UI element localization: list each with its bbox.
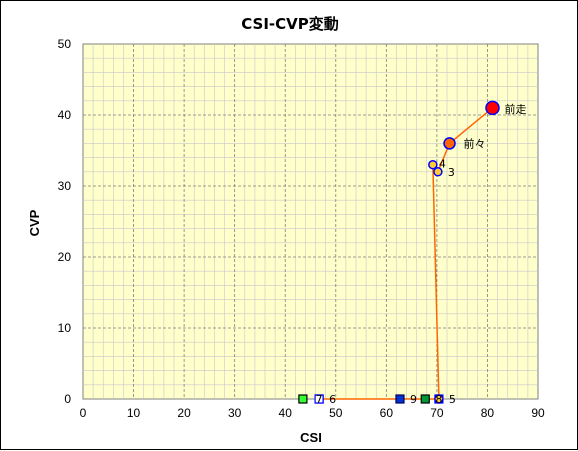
point-label: 6	[329, 393, 336, 406]
point-label: 8	[435, 393, 442, 406]
x-tick-label: 10	[127, 406, 141, 420]
tick-labels: 0 10 20 30 40 50 60 70 80 90 0 10 20 30 40 50	[58, 37, 545, 420]
y-tick-label: 30	[58, 179, 72, 193]
y-tick-label: 20	[58, 250, 72, 264]
y-tick-label: 50	[58, 37, 72, 51]
data-point	[298, 394, 308, 404]
x-tick-label: 70	[430, 406, 444, 420]
point-label: 4	[439, 158, 446, 171]
y-tick-label: 0	[64, 392, 71, 406]
point-label: 9	[410, 393, 417, 406]
x-tick-label: 90	[531, 406, 545, 420]
data-point	[434, 394, 444, 404]
y-tick-label: 10	[58, 321, 72, 335]
x-axis-title: CSI	[300, 430, 322, 445]
data-point	[314, 394, 324, 404]
data-point	[428, 159, 438, 170]
data-point	[395, 394, 405, 404]
point-label: 7	[316, 393, 323, 406]
plot-area	[82, 43, 539, 400]
data-point	[485, 100, 500, 116]
point-label: 5	[449, 393, 456, 406]
x-tick-label: 30	[228, 406, 242, 420]
x-tick-label: 20	[177, 406, 191, 420]
x-tick-label: 0	[80, 406, 87, 420]
x-tick-label: 40	[279, 406, 293, 420]
y-axis-title: CVP	[27, 209, 42, 236]
point-label: 前々	[464, 136, 486, 150]
x-tick-label: 80	[481, 406, 495, 420]
data-point	[443, 137, 456, 150]
x-tick-label: 60	[380, 406, 394, 420]
x-tick-label: 50	[329, 406, 343, 420]
point-label: 3	[448, 166, 455, 179]
y-tick-label: 40	[58, 108, 72, 122]
chart-title: CSI-CVP変動	[241, 15, 339, 33]
point-label: 前走	[505, 102, 527, 116]
grid	[83, 44, 538, 399]
data-point	[420, 394, 430, 404]
data-point	[433, 167, 443, 177]
